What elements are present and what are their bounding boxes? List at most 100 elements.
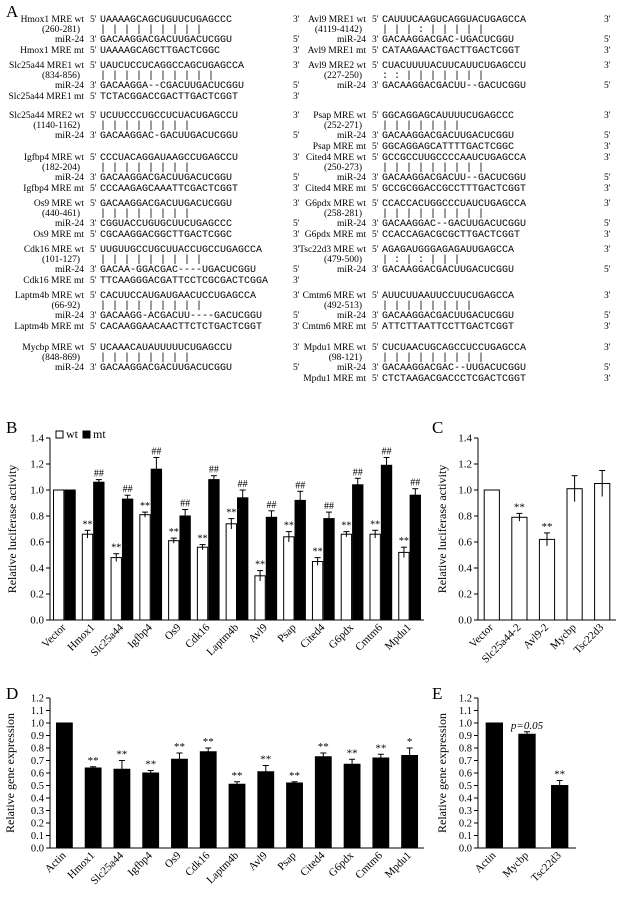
bar-c-3 [566,488,583,621]
mre-mt-sequence-left-6: CACAAGGAACAACTTCTCTGACTCGGT [100,322,262,333]
y-tick-label-e-10: 1.0 [459,719,472,730]
mre-mt-label-right-6: Cmtm6 MRE mt [302,322,366,332]
base-pairing-right-2: | | | | | | | [382,120,460,132]
mre-mt-label-left-5: Cdk16 MRE mt [23,276,84,286]
mre-mt-sequence-right-4: CCACCAGACGCGCTTGACTCGGT [382,230,520,241]
bar-b-wt-12 [398,551,410,621]
y-tick-label-d-7: 0.7 [31,756,44,767]
category-label-d-2: Slc25a44 [89,849,127,887]
mre-wt-label-right-1: Avl9 MRE2 wt [308,61,366,71]
y-tick-label-c-3: 0.6 [458,537,472,549]
sig-label-d-1: ** [88,755,99,767]
strand-end-5-right-6: 5' [372,291,379,301]
mre-mt-sequence-left-5: TTCAAGGGACGATTCCTCGCGACTCGGA [100,276,268,287]
strand-end-3-right-5: 3' [604,245,611,255]
strand-end-5b-right-0: 5' [604,35,611,45]
sig-label-b-wt-1: ** [82,519,92,530]
panel-label-b: B [6,418,18,437]
bar-c-0 [483,489,500,621]
y-tick-label-d-1: 0.1 [31,831,44,842]
base-pairing-left-7: | | | | | | | | [100,352,190,364]
mre-mt-label-left-1: Slc25a44 MRE1 mt [9,92,85,102]
y-tick-label-c-1: 0.2 [458,589,472,601]
bar-b-mt-1 [93,481,105,621]
base-pairing-right-0: | | | : | | | | | [382,24,484,36]
mre-wt-label-left-0: Hmox1 MRE wt [21,15,85,25]
mre-wt-sequence-left-6: CACUUCCAUGAUGAACUCCUGAGCCA [100,291,256,302]
y-tick-label-d-4: 0.4 [31,794,45,805]
mir-sequence-left-0: GACAAGGACGACUUGACUCGGU [100,35,232,46]
mre-wt-sequence-left-4: GACAAGGACGACUUGACUCGGU [100,199,232,210]
mir-sequence-right-6: GACAAGGACGACUUGACUCGGU [382,311,514,322]
mre-mt-label-left-3: Igfbp4 MRE mt [23,183,84,194]
bar-b-wt-3 [139,514,151,621]
y-tick-label-d-2: 0.2 [31,819,44,830]
bar-d-6 [228,783,246,849]
strand-end-3c-right-6: 3' [604,322,611,332]
strand-end-5c-left-6: 5' [90,322,97,332]
y-tick-label-c-6: 1.2 [458,459,472,471]
mre-mt-sequence-right-6: ATTCTTAATTCCTTGACTCGGT [382,322,514,333]
strand-end-3b-left-1: 3' [90,81,97,91]
strand-end-3b-left-5: 3' [90,265,97,275]
sig-label-b-mt-2: ## [123,484,133,495]
strand-end-5-right-3: 5' [372,153,379,163]
strand-end-5b-right-3: 5' [604,173,611,183]
chart-gene-expression: 0.0 0.10.2 0.30.4 0.50.6 0.70.8 0.91.0 1.11.2 R… [3,694,424,887]
strand-end-3b-left-4: 3' [90,219,97,229]
mir-sequence-left-3: GACAAGGACGACUUGACUCGGU [100,173,232,184]
sig-label-b-wt-10: ** [341,521,351,532]
category-label-d-12: Mpdu1 [383,850,414,881]
y-tick-label-b-1: 0.2 [30,589,44,601]
mir-label-left-0: miR-24 [55,35,84,45]
mre-mt-sequence-right-7: CTCTAAGACGACCCTCGACTCGGT [382,374,526,385]
strand-end-5c-left-0: 5' [90,46,97,56]
bar-e-2 [551,785,569,849]
mre-wt-label-right-6: Cmtm6 MRE wt [303,291,367,301]
y-tick-label-b-2: 0.4 [30,563,44,575]
strand-end-3c-right-4: 3' [604,230,611,240]
mir-label-left-1: miR-24 [55,81,84,91]
mre-position-right-4: (258-281) [324,208,362,219]
category-label-b-12: Mpdu1 [383,622,414,653]
sig-label-e-1: p=0.05 [510,720,544,732]
strand-end-5-left-4: 5' [90,199,97,209]
sig-label-d-7: ** [260,754,271,766]
mir-sequence-left-7: GACAAGGACGACUUGACUCGGU [100,363,232,374]
mir-label-right-4: miR-24 [337,219,366,229]
mre-mt-label-right-2: Psap MRE mt [313,142,367,152]
mre-mt-sequence-right-3: GCCGCGGACCGCCTTTGACTCGGT [382,184,526,195]
strand-end-3-left-3: 3' [293,153,300,163]
bar-b-mt-7 [265,516,278,621]
sig-label-b-wt-8: ** [284,521,294,532]
mir-label-left-4: miR-24 [55,219,84,229]
mir-sequence-left-1: GACAAGGA--CGACUUGACUCGGU [100,81,244,92]
strand-end-5c-right-7: 5' [372,374,379,384]
bar-b-mt-8 [294,499,306,621]
mre-position-right-0: (4119-4142) [315,24,362,35]
sig-label-d-8: ** [289,770,300,782]
panel-label-d: D [6,684,19,703]
sig-label-d-3: ** [145,759,156,771]
y-tick-label-e-7: 0.7 [459,756,472,767]
strand-end-3-left-0: 3' [293,15,300,25]
base-pairing-right-1: : : | | | | | | | [382,70,484,82]
sig-label-b-mt-3: ## [151,447,161,458]
strand-end-3b-right-2: 3' [372,131,379,141]
base-pairing-left-0: | | | | | | | | | [100,24,202,36]
mre-position-left-1: (834-856) [42,70,80,81]
category-label-b-9: Cited4 [298,621,328,651]
strand-end-3-left-4: 3' [293,199,300,209]
y-tick-label-e-2: 0.2 [459,819,472,830]
strand-end-3-right-3: 3' [604,153,611,163]
sig-label-d-2: ** [116,749,127,761]
mir-label-right-2: miR-24 [337,131,366,141]
category-label-b-2: Slc25a44 [89,621,127,659]
category-label-d-7: Avl9 [246,849,270,873]
strand-end-3b-right-0: 3' [372,35,379,45]
strand-end-5b-left-0: 5' [293,35,300,45]
base-pairing-right-7: | | | | | | | | | [382,352,484,364]
strand-end-5c-left-5: 5' [90,276,97,286]
mir-label-left-3: miR-24 [55,173,84,183]
mre-wt-sequence-left-3: CCCUACAGGAUAAGCCUGAGCCU [100,153,238,164]
